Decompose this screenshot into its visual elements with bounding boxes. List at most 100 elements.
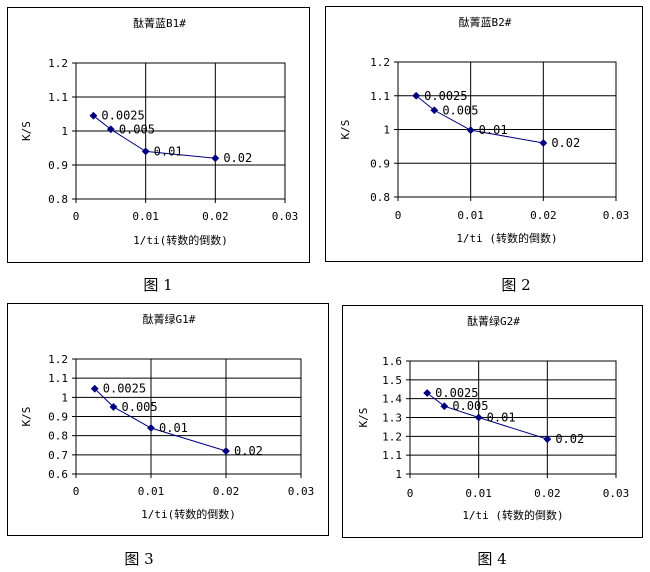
data-point bbox=[423, 389, 432, 397]
data-label: 0.01 bbox=[479, 123, 508, 137]
figure-caption-4: 图 4 bbox=[477, 550, 507, 568]
x-tick-label: 0.03 bbox=[603, 487, 630, 500]
chart-title: 酞菁蓝B2# bbox=[459, 15, 512, 29]
data-point bbox=[109, 403, 118, 411]
data-point bbox=[440, 402, 449, 411]
y-axis-label: K/S bbox=[20, 407, 33, 427]
y-tick-label: 1.2 bbox=[382, 430, 402, 443]
y-tick-label: 1.2 bbox=[370, 56, 390, 69]
data-point bbox=[89, 111, 98, 120]
data-point bbox=[90, 384, 99, 393]
data-label: 0.01 bbox=[159, 421, 188, 435]
y-tick-label: 1.1 bbox=[48, 91, 68, 104]
chart-title: 酞菁绿G2# bbox=[467, 314, 520, 328]
data-label: 0.005 bbox=[119, 122, 155, 136]
y-axis-label: K/S bbox=[339, 120, 352, 140]
y-tick-label: 1.2 bbox=[48, 353, 68, 366]
y-tick-label: 0.6 bbox=[48, 468, 68, 481]
y-tick-label: 1.1 bbox=[370, 90, 390, 103]
data-point bbox=[141, 147, 150, 156]
data-point bbox=[222, 447, 230, 455]
x-tick-label: 0.03 bbox=[272, 210, 299, 223]
x-tick-label: 0.02 bbox=[530, 209, 557, 222]
data-label: 0.01 bbox=[487, 411, 516, 425]
data-label: 0.02 bbox=[223, 151, 252, 165]
y-tick-label: 1 bbox=[395, 468, 402, 481]
x-tick-label: 0.02 bbox=[202, 210, 229, 223]
y-tick-label: 0.8 bbox=[48, 430, 68, 443]
y-tick-label: 0.9 bbox=[48, 159, 68, 172]
x-tick-label: 0.02 bbox=[534, 487, 561, 500]
data-label: 0.01 bbox=[154, 144, 183, 158]
y-tick-label: 1.3 bbox=[382, 412, 402, 425]
series-line bbox=[415, 95, 544, 144]
y-tick-label: 1.4 bbox=[382, 393, 402, 406]
x-tick-label: 0.03 bbox=[603, 209, 630, 222]
x-tick-label: 0 bbox=[395, 209, 402, 222]
chart-title: 酞菁蓝B1# bbox=[133, 16, 186, 30]
data-point bbox=[543, 435, 552, 444]
chart-panel-3: 酞菁绿G1# 0.6 0.7 0.8 0.9 1 1.1 1.2 0 0.01 0.02 0.03 1/… bbox=[7, 303, 329, 536]
x-axis-label: 1/ti(转数的倒数) bbox=[133, 233, 228, 247]
y-tick-label: 0.7 bbox=[48, 449, 68, 462]
chart-3-svg: 酞菁绿G1# 0.6 0.7 0.8 0.9 1 1.1 1.2 0 0.01 0.02 0.03 1/… bbox=[20, 312, 315, 521]
y-tick-label: 1.6 bbox=[382, 355, 402, 368]
y-tick-label: 0.8 bbox=[370, 191, 390, 204]
x-axis-label: 1/ti (转数的倒数) bbox=[462, 508, 563, 522]
x-tick-label: 0.03 bbox=[288, 485, 315, 498]
y-tick-label: 1 bbox=[61, 391, 68, 404]
data-point bbox=[539, 139, 548, 147]
chart-1-svg: 酞菁蓝B1# 0.8 0.9 1 1.1 1.2 0 0.01 0.02 0.03 1/ti(转数的… bbox=[20, 16, 299, 247]
data-label: 0.0025 bbox=[424, 89, 467, 103]
series-line bbox=[94, 388, 227, 452]
data-point bbox=[211, 154, 220, 163]
chart-panel-1: 酞菁蓝B1# 0.8 0.9 1 1.1 1.2 0 0.01 0.02 0.03 1/ti(转数的… bbox=[7, 7, 310, 263]
y-axis-label: K/S bbox=[20, 121, 33, 141]
series-line bbox=[426, 392, 548, 440]
y-axis-label: K/S bbox=[357, 408, 370, 428]
data-label: 0.0025 bbox=[435, 386, 478, 400]
data-label: 0.0025 bbox=[101, 109, 144, 123]
x-tick-label: 0.01 bbox=[138, 485, 165, 498]
chart-title: 酞菁绿G1# bbox=[143, 312, 196, 326]
chart-panel-4: 酞菁绿G2# 1 1.1 1.2 1.3 1.4 1.5 1.6 0 0.01 0.02 0.03 1/… bbox=[342, 305, 643, 538]
x-axis-label: 1/ti(转数的倒数) bbox=[141, 507, 236, 521]
data-label: 0.02 bbox=[555, 432, 584, 446]
x-tick-label: 0.02 bbox=[213, 485, 240, 498]
data-point bbox=[430, 106, 439, 115]
data-label: 0.0025 bbox=[103, 382, 146, 396]
y-tick-label: 0.9 bbox=[48, 411, 68, 424]
series-line bbox=[93, 115, 216, 159]
data-point bbox=[412, 91, 421, 100]
y-tick-label: 0.8 bbox=[48, 193, 68, 206]
y-tick-label: 1 bbox=[61, 125, 68, 138]
data-point bbox=[106, 125, 115, 134]
data-label: 0.005 bbox=[122, 400, 158, 414]
data-label: 0.005 bbox=[452, 399, 488, 413]
chart-2-svg: 酞菁蓝B2# 0.8 0.9 1 1.1 1.2 0 0.01 0.02 0.03 1/ti (转数… bbox=[339, 15, 630, 245]
x-tick-label: 0 bbox=[73, 210, 80, 223]
y-tick-label: 1 bbox=[383, 124, 390, 137]
data-label: 0.02 bbox=[551, 136, 580, 150]
figure-caption-3: 图 3 bbox=[124, 550, 154, 568]
y-tick-label: 1.2 bbox=[48, 57, 68, 70]
x-axis-label: 1/ti (转数的倒数) bbox=[456, 231, 557, 245]
figure-caption-1: 图 1 bbox=[143, 276, 173, 294]
chart-panel-2: 酞菁蓝B2# 0.8 0.9 1 1.1 1.2 0 0.01 0.02 0.03 1/ti (转数… bbox=[325, 6, 643, 262]
y-tick-label: 1.5 bbox=[382, 374, 402, 387]
y-tick-label: 1.1 bbox=[382, 449, 402, 462]
x-tick-label: 0.01 bbox=[465, 487, 492, 500]
chart-4-svg: 酞菁绿G2# 1 1.1 1.2 1.3 1.4 1.5 1.6 0 0.01 0.02 0.03 1/… bbox=[357, 314, 630, 522]
x-tick-label: 0 bbox=[73, 485, 80, 498]
y-tick-label: 0.9 bbox=[370, 157, 390, 170]
data-label: 0.02 bbox=[234, 444, 263, 458]
y-tick-label: 1.1 bbox=[48, 372, 68, 385]
data-point bbox=[474, 413, 483, 422]
figure-caption-2: 图 2 bbox=[501, 276, 531, 294]
x-tick-label: 0.01 bbox=[132, 210, 159, 223]
x-tick-label: 0.01 bbox=[457, 209, 484, 222]
data-point bbox=[466, 126, 475, 135]
x-tick-label: 0 bbox=[407, 487, 414, 500]
data-point bbox=[147, 424, 155, 432]
data-label: 0.005 bbox=[442, 103, 478, 117]
